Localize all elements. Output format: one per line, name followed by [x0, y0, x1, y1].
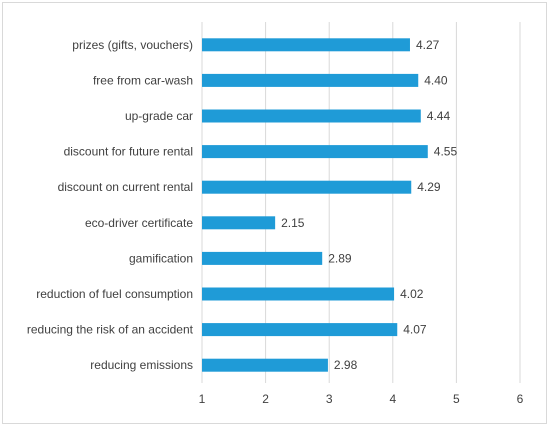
bar — [202, 216, 276, 230]
value-label: 4.40 — [424, 73, 448, 87]
x-tick-label: 6 — [517, 392, 524, 406]
category-label: eco-driver certificate — [85, 216, 193, 230]
value-labels: 4.27 4.40 4.44 4.55 4.29 2.15 2.89 4.02 4.07 2.98 — [281, 38, 457, 372]
value-label: 4.02 — [400, 287, 424, 301]
value-label: 4.44 — [427, 109, 451, 123]
category-label: prizes (gifts, vouchers) — [72, 38, 193, 52]
x-tick-label: 1 — [199, 392, 206, 406]
category-labels: prizes (gifts, vouchers) free from car-wa… — [27, 38, 194, 372]
category-label: free from car-wash — [93, 73, 193, 87]
x-tick-label: 3 — [326, 392, 333, 406]
x-tick-label: 5 — [453, 392, 460, 406]
x-axis-tick-labels: 1 2 3 4 5 6 — [199, 392, 524, 406]
bar — [202, 73, 419, 87]
x-tick-label: 4 — [389, 392, 396, 406]
value-label: 4.07 — [403, 323, 427, 337]
category-label: reducing emissions — [90, 358, 193, 372]
value-label: 2.15 — [281, 216, 305, 230]
x-tick-label: 2 — [262, 392, 269, 406]
value-label: 2.89 — [328, 251, 352, 265]
bar — [202, 180, 412, 194]
value-label: 4.55 — [434, 145, 458, 159]
bars — [202, 38, 428, 372]
value-label: 4.29 — [417, 180, 441, 194]
category-label: gamification — [129, 251, 193, 265]
category-label: reduction of fuel consumption — [36, 287, 193, 301]
bar — [202, 109, 421, 123]
bar — [202, 287, 395, 301]
bar — [202, 323, 398, 337]
category-label: reducing the risk of an accident — [27, 323, 194, 337]
bar — [202, 38, 410, 52]
category-label: discount for future rental — [64, 145, 193, 159]
bar — [202, 145, 428, 159]
category-label: discount on current rental — [58, 180, 193, 194]
bar — [202, 251, 323, 265]
category-label: up-grade car — [125, 109, 193, 123]
value-label: 4.27 — [416, 38, 440, 52]
value-label: 2.98 — [334, 358, 358, 372]
bar — [202, 358, 328, 372]
